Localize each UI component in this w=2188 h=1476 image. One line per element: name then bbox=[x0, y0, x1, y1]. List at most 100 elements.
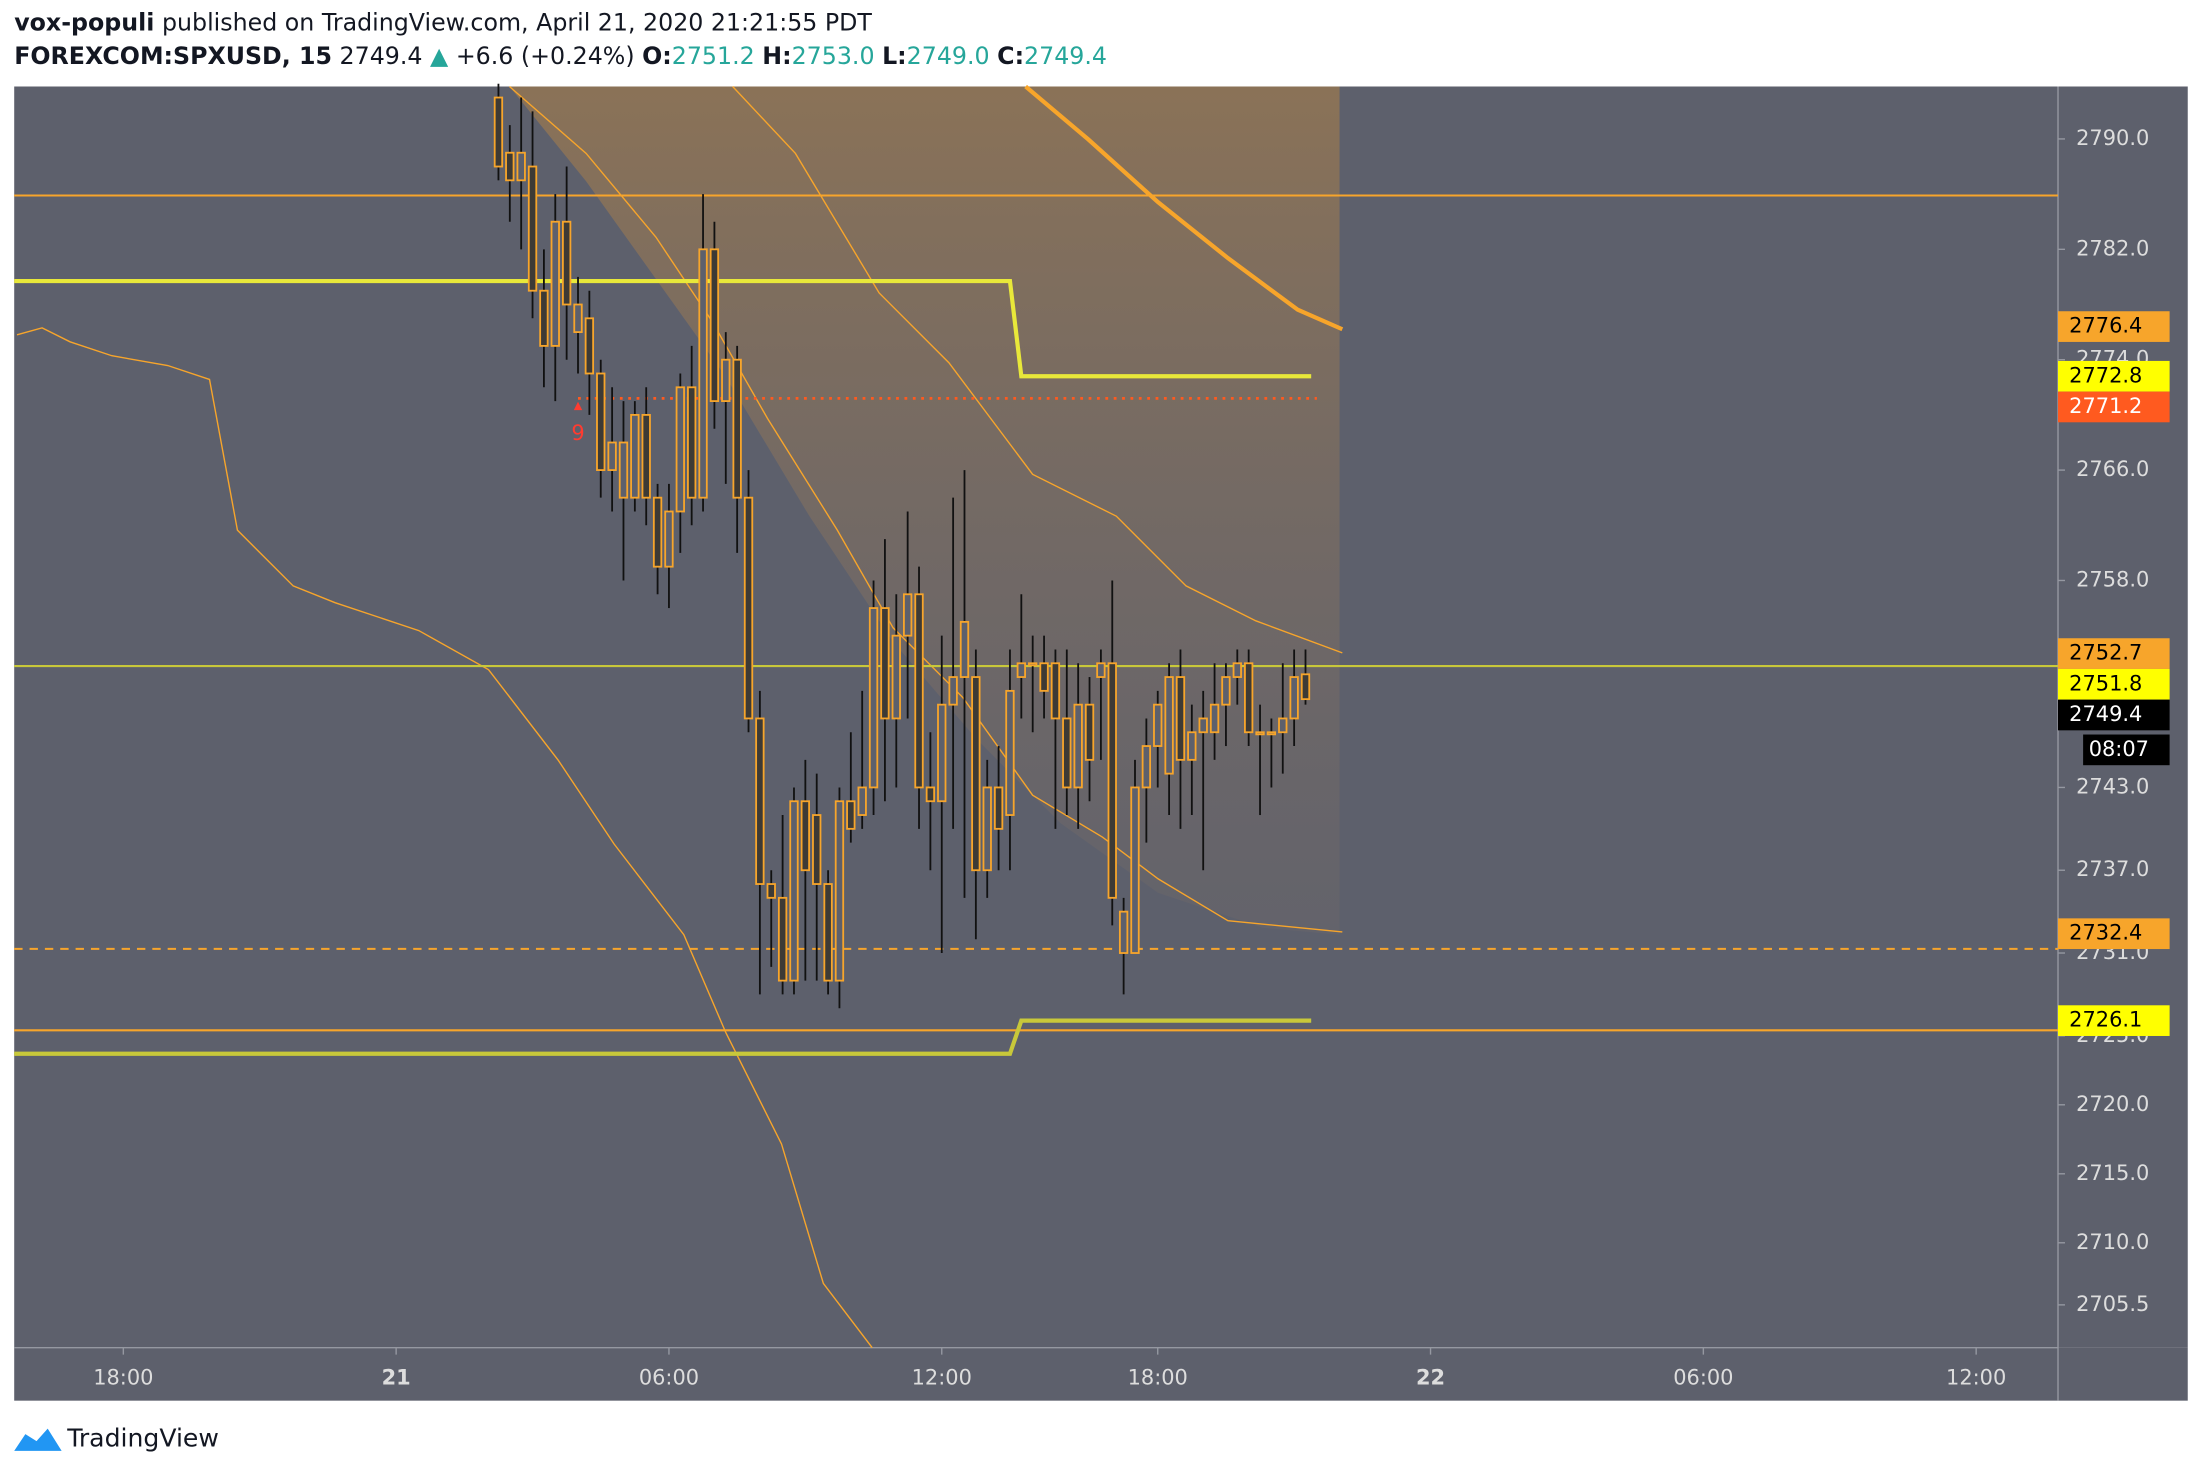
candle-body bbox=[823, 883, 833, 982]
price-label: 2752.7 bbox=[2069, 641, 2142, 665]
y-tick-label: 2737.0 bbox=[2076, 857, 2149, 881]
y-tick-label: 2743.0 bbox=[2076, 774, 2149, 798]
candle-body bbox=[777, 896, 788, 982]
candle-body bbox=[891, 634, 901, 720]
price-label-bg bbox=[2058, 311, 2170, 342]
published: published on TradingView.com, April 21, … bbox=[162, 8, 872, 36]
x-tick-label: 12:00 bbox=[1946, 1365, 2006, 1389]
candle-body bbox=[982, 786, 992, 872]
brand: TradingView bbox=[66, 1424, 219, 1453]
candle-body bbox=[880, 607, 890, 720]
candle-body bbox=[914, 593, 924, 789]
y-tick-label: 2705.5 bbox=[2076, 1292, 2149, 1316]
price-label: 2749.4 bbox=[2069, 702, 2142, 726]
time-axis-bg bbox=[14, 1347, 2188, 1401]
step-line bbox=[14, 1018, 1312, 1056]
price-label-bg bbox=[2058, 668, 2170, 700]
price-label: 2772.8 bbox=[2069, 363, 2142, 387]
candle-body bbox=[1255, 731, 1265, 736]
candle-body bbox=[584, 317, 595, 375]
price-label-bg bbox=[2058, 391, 2170, 423]
signal-arrow bbox=[573, 401, 583, 411]
candle-body bbox=[527, 165, 538, 292]
countdown: 08:07 bbox=[2089, 737, 2149, 761]
x-tick-label: 22 bbox=[1416, 1365, 1445, 1389]
candle-body bbox=[789, 800, 799, 982]
candle-body bbox=[675, 386, 685, 513]
candle-body bbox=[812, 814, 822, 885]
candle-body bbox=[1130, 786, 1140, 954]
band-mid bbox=[732, 86, 1343, 654]
o-label: O: bbox=[642, 42, 672, 70]
candle-body bbox=[993, 786, 1004, 830]
candle-body bbox=[1118, 910, 1129, 954]
candle-body bbox=[596, 372, 606, 471]
x-tick-label: 12:00 bbox=[912, 1365, 972, 1389]
candle-body bbox=[1198, 717, 1208, 734]
y-tick-label: 2715.0 bbox=[2076, 1161, 2149, 1185]
candle-body bbox=[1153, 703, 1163, 747]
candle-body bbox=[698, 248, 708, 499]
candle-body bbox=[857, 786, 867, 816]
candle-body bbox=[1175, 676, 1186, 761]
candle-body bbox=[1096, 662, 1106, 678]
candle-body bbox=[948, 676, 958, 706]
candle-body bbox=[1187, 731, 1197, 761]
candle-body bbox=[1084, 703, 1095, 761]
candle-body bbox=[868, 607, 879, 789]
price-label-bg bbox=[2058, 360, 2170, 392]
candle-body bbox=[1107, 662, 1117, 899]
l-label: L: bbox=[882, 42, 907, 70]
x-tick-label: 21 bbox=[382, 1365, 411, 1389]
symbol: FOREXCOM:SPXUSD, 15 bbox=[14, 42, 332, 70]
candle-body bbox=[641, 413, 651, 499]
candle-body bbox=[834, 800, 845, 982]
candle-body bbox=[618, 441, 629, 499]
candle-body bbox=[493, 96, 504, 168]
candle-body bbox=[1278, 717, 1288, 734]
candle-body bbox=[1232, 662, 1242, 678]
step-line bbox=[14, 278, 1312, 379]
candle-body bbox=[925, 786, 936, 803]
symbol-line: FOREXCOM:SPXUSD, 15 2749.4 ▲ +6.6 (+0.24… bbox=[14, 42, 1107, 70]
price-label: 2776.4 bbox=[2069, 314, 2142, 338]
x-tick-label: 06:00 bbox=[1673, 1365, 1733, 1389]
l: 2749.0 bbox=[907, 42, 990, 70]
price-label: 2732.4 bbox=[2069, 921, 2142, 945]
author: vox-populi bbox=[14, 8, 154, 36]
x-tick-label: 06:00 bbox=[639, 1365, 699, 1389]
candle-body bbox=[1209, 703, 1220, 734]
candle-body bbox=[607, 441, 617, 471]
header-line: vox-populi published on TradingView.com,… bbox=[14, 8, 872, 36]
price-label-bg bbox=[2058, 638, 2170, 669]
y-tick-label: 2720.0 bbox=[2076, 1092, 2149, 1116]
candle-body bbox=[1300, 673, 1311, 701]
price-label-bg bbox=[2058, 1005, 2170, 1036]
h-label: H: bbox=[762, 42, 791, 70]
candle-body bbox=[937, 703, 947, 803]
y-tick-label: 2758.0 bbox=[2076, 567, 2149, 591]
y-tick-label: 2710.0 bbox=[2076, 1230, 2149, 1254]
y-tick-label: 2782.0 bbox=[2076, 236, 2149, 260]
x-tick-label: 18:00 bbox=[93, 1365, 153, 1389]
price-label-bg bbox=[2058, 918, 2170, 950]
band-lower bbox=[509, 85, 1343, 933]
candle-body bbox=[766, 883, 776, 899]
candle-body bbox=[550, 220, 560, 347]
band-upper bbox=[1024, 84, 1344, 332]
countdown-bg bbox=[2083, 734, 2170, 766]
candle-body bbox=[652, 496, 663, 568]
candle-body bbox=[959, 620, 970, 678]
price-label: 2751.8 bbox=[2069, 671, 2142, 695]
arrow: ▲ bbox=[430, 42, 449, 70]
candle-body bbox=[1062, 717, 1072, 789]
c: 2749.4 bbox=[1024, 42, 1107, 70]
candle-body bbox=[1005, 689, 1015, 816]
candle-body bbox=[687, 386, 697, 499]
candle-body bbox=[1164, 676, 1174, 775]
candle-body bbox=[630, 413, 640, 499]
candle-body bbox=[1073, 703, 1083, 789]
candle-body bbox=[743, 496, 754, 720]
y-tick-label: 2766.0 bbox=[2076, 457, 2149, 481]
